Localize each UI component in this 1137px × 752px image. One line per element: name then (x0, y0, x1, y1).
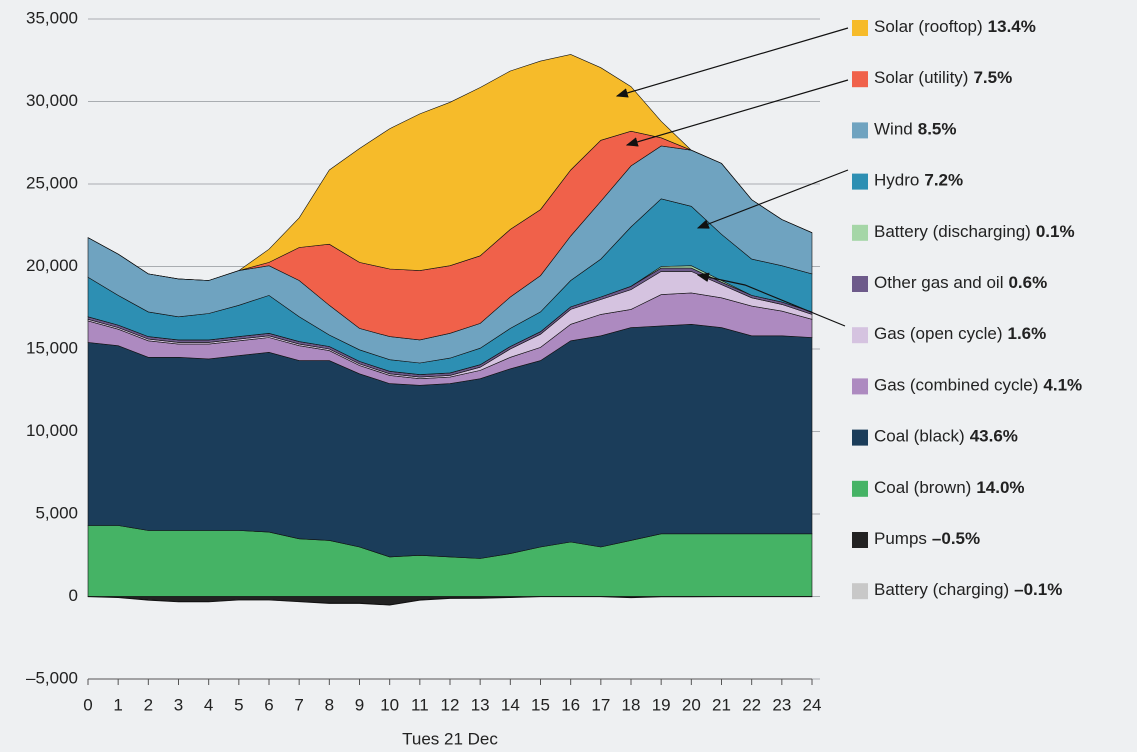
x-tick-label: 6 (264, 695, 273, 714)
x-tick-label: 9 (355, 695, 364, 714)
legend-swatch (852, 583, 868, 600)
legend-label: Other gas and oil 0.6% (874, 273, 1047, 292)
legend-name: Pumps (874, 529, 927, 548)
legend-share: 7.2% (924, 171, 963, 190)
legend-swatch (852, 20, 868, 36)
x-tick-label: 4 (204, 695, 213, 714)
legend-label: Battery (discharging) 0.1% (874, 222, 1075, 241)
legend-swatch (852, 173, 868, 190)
legend-name: Coal (brown) (874, 478, 971, 497)
legend-share: 4.1% (1043, 376, 1082, 395)
legend-label: Hydro 7.2% (874, 171, 963, 190)
legend-name: Battery (charging) (874, 581, 1009, 600)
x-tick-label: 15 (531, 695, 550, 714)
y-tick-label: 35,000 (26, 8, 78, 27)
legend-swatch (852, 429, 868, 446)
legend-swatch (852, 327, 868, 344)
legend-share: 0.6% (1008, 273, 1047, 292)
x-tick-label: 8 (325, 695, 334, 714)
x-axis-label: Tues 21 Dec (402, 729, 498, 748)
area (87, 596, 813, 606)
legend-swatch (852, 224, 868, 241)
legend-share: 1.6% (1008, 325, 1047, 344)
legend-name: Hydro (874, 171, 919, 190)
legend-share: 8.5% (918, 120, 957, 139)
x-tick-label: 24 (803, 695, 822, 714)
x-tick-label: 3 (174, 695, 183, 714)
legend-name: Other gas and oil (874, 273, 1003, 292)
x-tick-label: 10 (380, 695, 399, 714)
y-tick-label: –5,000 (26, 668, 78, 687)
y-tick-label: 15,000 (26, 338, 78, 357)
legend-name: Battery (discharging) (874, 222, 1031, 241)
legend-name: Solar (rooftop) (874, 17, 983, 36)
legend-swatch (852, 532, 868, 548)
x-tick-label: 17 (591, 695, 610, 714)
legend-swatch (852, 276, 868, 292)
legend-swatch (852, 480, 868, 497)
arrow (696, 272, 846, 327)
legend-label: Wind 8.5% (874, 120, 956, 139)
y-tick-label: 20,000 (26, 256, 78, 275)
legend-label: Coal (brown) 14.0% (874, 478, 1025, 497)
legend-name: Coal (black) (874, 427, 965, 446)
x-tick-label: 20 (682, 695, 701, 714)
legend-swatch (852, 71, 868, 88)
x-tick-label: 0 (83, 695, 92, 714)
x-tick-label: 16 (561, 695, 580, 714)
legend-share: 7.5% (973, 69, 1012, 88)
legend-swatch (852, 378, 868, 395)
area (87, 596, 812, 606)
area (87, 54, 813, 281)
legend-label: Gas (combined cycle) 4.1% (874, 376, 1082, 395)
legend-share: 13.4% (988, 17, 1036, 36)
x-tick-label: 18 (622, 695, 641, 714)
x-tick-label: 7 (294, 695, 303, 714)
x-tick-label: 5 (234, 695, 243, 714)
y-tick-label: 0 (69, 586, 78, 605)
arrow (615, 27, 849, 98)
legend-name: Solar (utility) (874, 69, 968, 88)
y-tick-label: 10,000 (26, 421, 78, 440)
x-tick-label: 1 (113, 695, 122, 714)
x-tick-label: 13 (471, 695, 490, 714)
legend-label: Solar (rooftop) 13.4% (874, 17, 1036, 36)
legend-share: 0.1% (1036, 222, 1075, 241)
legend-share: 43.6% (970, 427, 1018, 446)
x-tick-label: 21 (712, 695, 731, 714)
legend-name: Gas (open cycle) (874, 325, 1003, 344)
x-tick-label: 2 (144, 695, 153, 714)
legend-share: –0.5% (932, 529, 980, 548)
arrow (696, 169, 849, 229)
axes: 35,000 30,000 25,000 20,000 15,000 10,000 5,00… (26, 8, 821, 714)
legend-name: Wind (874, 120, 913, 139)
x-tick-label: 23 (772, 695, 791, 714)
legend-label: Coal (black) 43.6% (874, 427, 1018, 446)
y-tick-label: 25,000 (26, 173, 78, 192)
x-tick-label: 14 (501, 695, 520, 714)
x-tick-label: 19 (652, 695, 671, 714)
y-tick-label: 5,000 (35, 503, 78, 522)
legend-label: Solar (utility) 7.5% (874, 69, 1012, 88)
legend-name: Gas (combined cycle) (874, 376, 1038, 395)
legend-label: Gas (open cycle) 1.6% (874, 325, 1046, 344)
legend-swatch (852, 122, 868, 139)
y-tick-label: 30,000 (26, 91, 78, 110)
x-tick-label: 11 (411, 695, 429, 714)
annotation-arrows (615, 27, 849, 327)
arrow (625, 79, 849, 147)
areas (87, 54, 813, 606)
legend-share: –0.1% (1014, 581, 1062, 600)
legend-share: 14.0% (976, 478, 1024, 497)
x-tick-label: 22 (742, 695, 761, 714)
legend-label: Pumps –0.5% (874, 529, 980, 548)
legend: Solar (rooftop) 13.4% Solar (utility) 7.5% W… (852, 17, 1082, 600)
x-tick-label: 12 (441, 695, 460, 714)
legend-label: Battery (charging) –0.1% (874, 581, 1062, 600)
